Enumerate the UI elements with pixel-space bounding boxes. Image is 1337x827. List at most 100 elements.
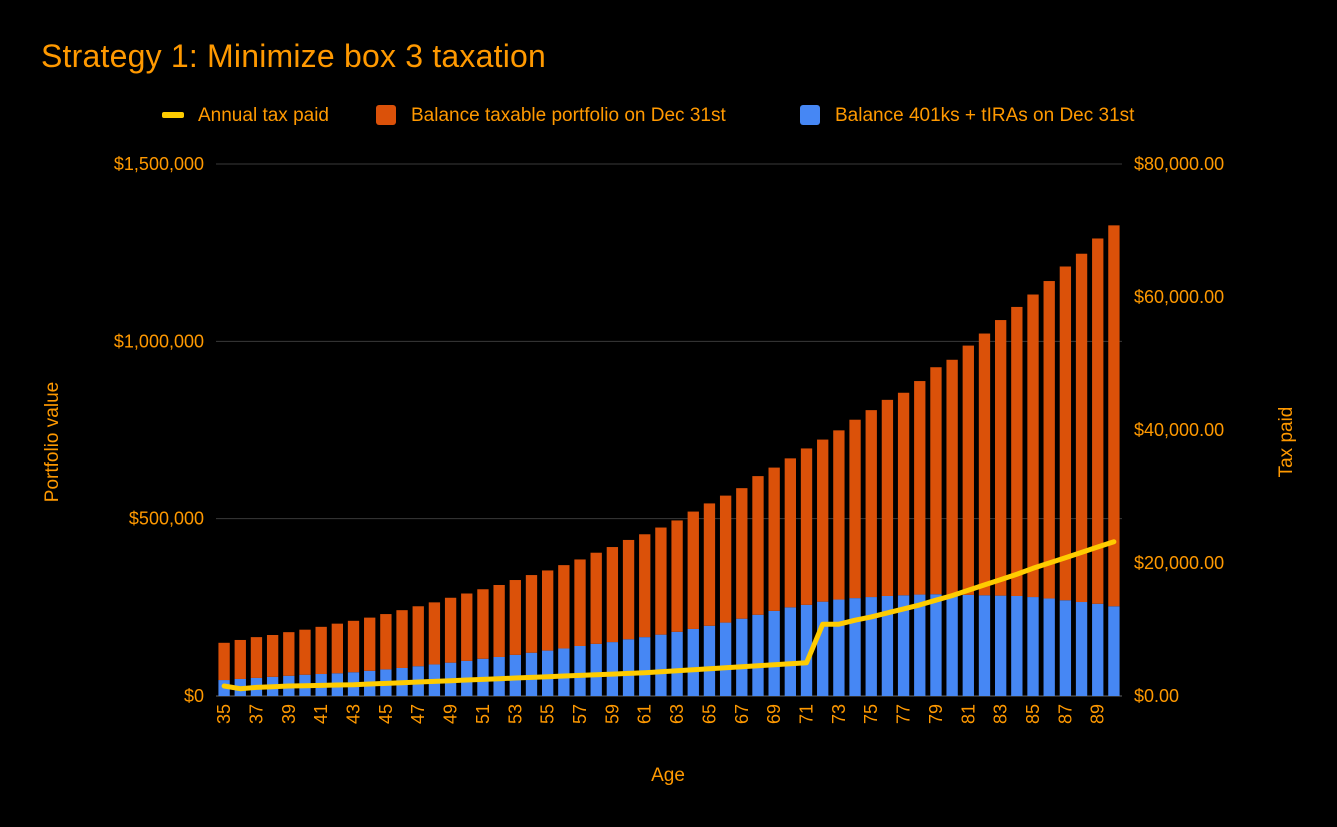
bar-retirement xyxy=(687,628,699,696)
bar-taxable xyxy=(1075,253,1088,603)
bar-taxable xyxy=(299,629,311,675)
bar-retirement xyxy=(703,625,716,696)
bar-taxable xyxy=(622,539,635,640)
bar-retirement xyxy=(639,637,651,696)
y2-tick-label: $20,000.00 xyxy=(1134,553,1224,573)
legend-item-retirement[interactable]: Balance 401ks + tIRAs on Dec 31st xyxy=(800,105,1135,126)
bar-retirement xyxy=(800,604,813,696)
bar-retirement xyxy=(978,595,991,696)
chart-title: Strategy 1: Minimize box 3 taxation xyxy=(41,38,547,74)
legend: Annual tax paid Balance taxable portfoli… xyxy=(162,105,1135,126)
bar-taxable xyxy=(541,570,554,651)
bar-retirement xyxy=(946,594,958,696)
y2-tick-label: $80,000.00 xyxy=(1134,154,1224,174)
bar-taxable xyxy=(849,419,861,599)
bar-retirement xyxy=(881,595,894,696)
x-tick-label: 49 xyxy=(441,704,461,724)
legend-label-taxable: Balance taxable portfolio on Dec 31st xyxy=(411,105,726,126)
bar-taxable xyxy=(558,565,570,649)
bar-taxable xyxy=(347,620,360,673)
bar-retirement xyxy=(1108,606,1120,696)
bar-taxable xyxy=(736,488,748,619)
x-tick-label: 61 xyxy=(635,704,655,724)
bar-taxable xyxy=(639,534,651,638)
bar-retirement xyxy=(817,601,829,696)
bar-taxable xyxy=(493,584,505,657)
bar-taxable xyxy=(1011,306,1023,596)
bar-retirement xyxy=(622,639,635,696)
x-tick-label: 59 xyxy=(602,704,622,724)
bar-retirement xyxy=(590,643,602,696)
bar-taxable xyxy=(590,552,602,644)
bar-retirement xyxy=(962,594,974,696)
x-tick-label: 85 xyxy=(1023,704,1043,724)
y-tick-label: $0 xyxy=(184,686,204,706)
bar-taxable xyxy=(897,392,910,596)
bar-taxable xyxy=(1092,238,1104,604)
bar-retirement xyxy=(719,622,732,696)
x-tick-label: 57 xyxy=(570,704,590,724)
bar-taxable xyxy=(396,610,408,668)
bar-retirement xyxy=(930,594,942,696)
bar-retirement xyxy=(736,618,748,696)
x-tick-label: 73 xyxy=(829,704,849,724)
bar-taxable xyxy=(687,511,699,629)
y2-tick-label: $40,000.00 xyxy=(1134,420,1224,440)
y2-tick-label: $60,000.00 xyxy=(1134,287,1224,307)
bar-taxable xyxy=(1059,266,1072,601)
tax-line-path xyxy=(221,539,1117,692)
x-tick-label: 63 xyxy=(667,704,687,724)
bar-retirement xyxy=(897,595,910,696)
x-tick-label: 79 xyxy=(926,704,946,724)
x-tick-label: 37 xyxy=(246,704,266,724)
bar-retirement xyxy=(525,652,538,696)
y-tick-label: $1,500,000 xyxy=(114,154,204,174)
bar-taxable xyxy=(461,593,473,661)
bar-retirement xyxy=(606,642,619,696)
bar-retirement xyxy=(784,607,797,696)
bar-retirement xyxy=(865,597,877,696)
legend-swatch-retirement xyxy=(800,105,820,125)
bar-taxable xyxy=(946,359,958,595)
legend-item-tax[interactable]: Annual tax paid xyxy=(162,105,329,126)
bar-retirement xyxy=(1059,600,1072,696)
x-tick-label: 45 xyxy=(376,704,396,724)
bar-retirement xyxy=(849,598,861,696)
x-tick-label: 55 xyxy=(538,704,558,724)
x-tick-label: 41 xyxy=(311,704,331,724)
bar-taxable xyxy=(833,430,845,600)
x-axis-title: Age xyxy=(651,765,685,786)
bar-taxable xyxy=(380,614,392,670)
bar-retirement xyxy=(1043,598,1055,696)
bar-taxable xyxy=(784,458,797,608)
x-tick-label: 47 xyxy=(408,704,428,724)
y-axis-right: $0.00 $20,000.00 $40,000.00 $60,000.00 $80,0… xyxy=(1134,154,1224,706)
x-tick-label: 69 xyxy=(764,704,784,724)
bar-retirement xyxy=(574,645,586,696)
bar-retirement xyxy=(833,599,845,696)
bar-taxable xyxy=(428,602,441,665)
x-tick-label: 71 xyxy=(797,704,817,724)
bar-taxable xyxy=(752,476,764,615)
legend-label-tax: Annual tax paid xyxy=(198,105,329,126)
bar-taxable xyxy=(1027,294,1039,598)
y-tick-label: $1,000,000 xyxy=(114,331,204,351)
bar-taxable xyxy=(412,606,424,667)
x-tick-label: 83 xyxy=(991,704,1011,724)
legend-label-retirement: Balance 401ks + tIRAs on Dec 31st xyxy=(835,105,1135,126)
y-axis-title: Portfolio value xyxy=(42,382,63,502)
bar-retirement xyxy=(1075,602,1088,696)
bars xyxy=(218,225,1120,696)
legend-item-taxable[interactable]: Balance taxable portfolio on Dec 31st xyxy=(376,105,726,126)
y-axis-left: $0 $500,000 $1,000,000 $1,500,000 xyxy=(114,154,204,706)
bar-retirement xyxy=(541,650,554,696)
bar-retirement xyxy=(994,595,1007,696)
bar-taxable xyxy=(574,559,586,646)
x-tick-label: 39 xyxy=(279,704,299,724)
bar-retirement xyxy=(671,631,683,696)
bar-taxable xyxy=(477,589,489,659)
bar-taxable xyxy=(655,527,667,635)
x-axis: 35 37 39 41 43 45 47 49 51 53 55 57 59 61 63 65 67 69 71 73… xyxy=(214,704,1108,724)
bar-retirement xyxy=(1027,597,1039,696)
